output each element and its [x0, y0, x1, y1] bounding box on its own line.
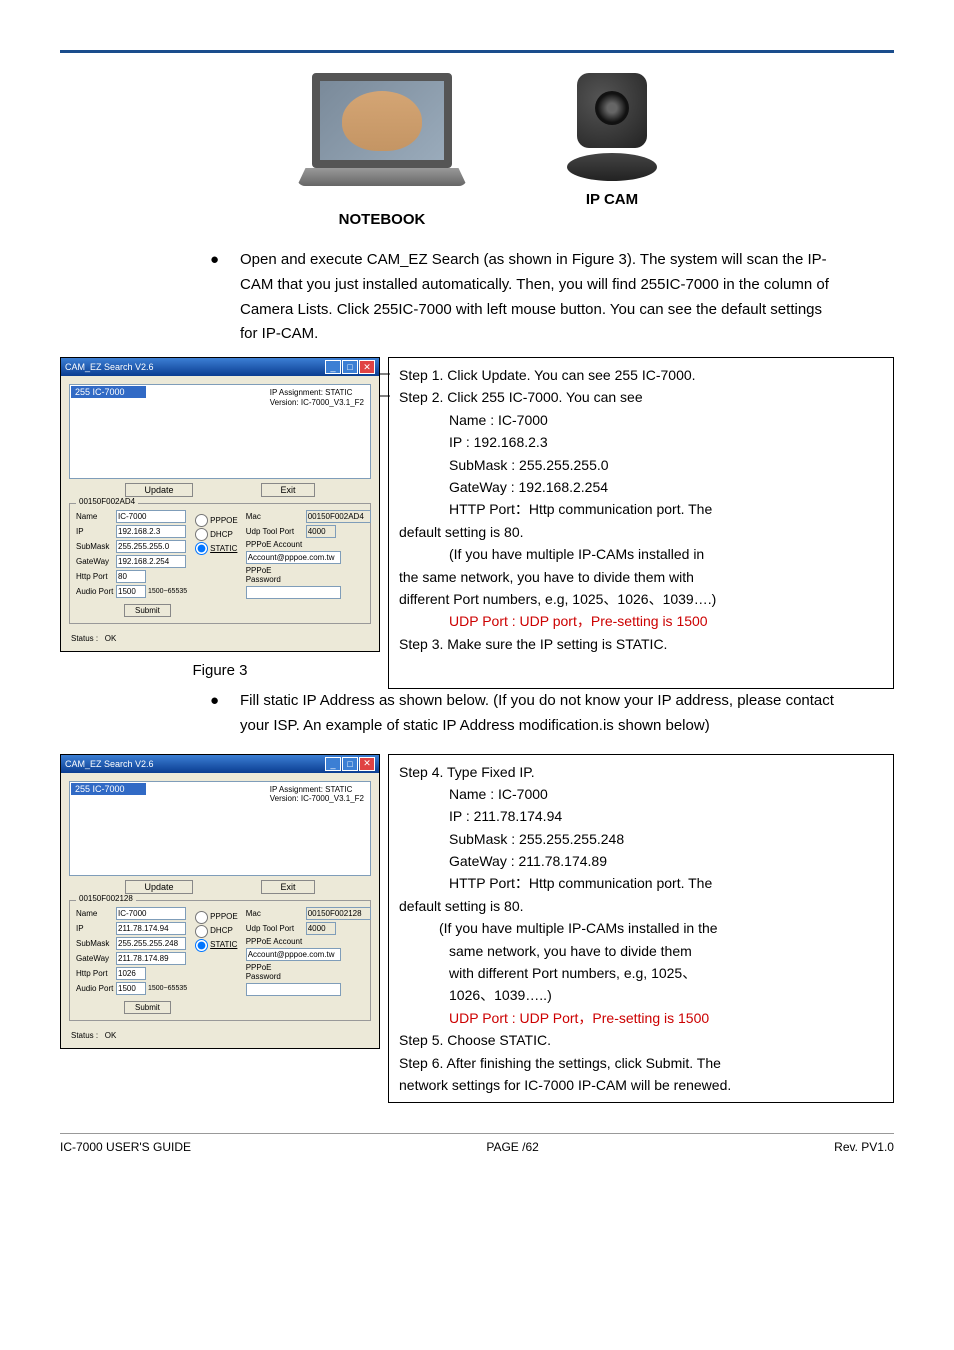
- static-radio[interactable]: [195, 542, 208, 555]
- udp-note-2: UDP Port : UDP Port，Pre-setting is 1500: [449, 1007, 883, 1029]
- dhcp-radio-2[interactable]: [195, 925, 208, 938]
- exit-button[interactable]: Exit: [261, 483, 314, 497]
- mac-label: Mac: [246, 512, 306, 521]
- update-button[interactable]: Update: [125, 483, 192, 497]
- app-title-2: CAM_EZ Search V2.6: [65, 759, 154, 769]
- list-item[interactable]: 255 IC-7000: [71, 386, 146, 398]
- settings-group: 00150F002AD4 Name IP SubMask GateWay Htt…: [69, 503, 371, 624]
- footer-right: Rev. PV1.0: [834, 1140, 894, 1154]
- hero-row: NOTEBOOK IP CAM: [60, 73, 894, 228]
- httpport-field[interactable]: [116, 570, 146, 583]
- ip-info: IP Assignment: STATIC Version: IC-7000_V…: [270, 388, 364, 407]
- step1-text: Step 1. Click Update. You can see 255 IC…: [399, 364, 883, 386]
- laptop-label: NOTEBOOK: [292, 211, 472, 228]
- step2-text: Step 2. Click 255 IC-7000. You can see: [399, 386, 883, 408]
- name-field[interactable]: [116, 510, 186, 523]
- top-divider: [60, 50, 894, 53]
- camera-list[interactable]: 255 IC-7000 IP Assignment: STATIC Versio…: [69, 384, 371, 479]
- static-radio-2[interactable]: [195, 939, 208, 952]
- steps-box-1: Step 1. Click Update. You can see 255 IC…: [388, 357, 894, 689]
- update-button-2[interactable]: Update: [125, 880, 192, 894]
- ip-label: IP: [76, 527, 116, 536]
- submit-button[interactable]: Submit: [124, 604, 171, 617]
- httpport-field-2[interactable]: [116, 967, 146, 980]
- audioport-field[interactable]: [116, 585, 146, 598]
- pppoe-radio-2[interactable]: [195, 911, 208, 924]
- name-field-2[interactable]: [116, 907, 186, 920]
- dhcp-radio[interactable]: [195, 528, 208, 541]
- bullet2: Fill static IP Address as shown below. (…: [240, 689, 834, 739]
- step6-text-b: network settings for IC-7000 IP-CAM will…: [399, 1074, 883, 1096]
- minimize-icon[interactable]: _: [325, 757, 341, 771]
- close-icon[interactable]: ✕: [359, 757, 375, 771]
- app-window-1: CAM_EZ Search V2.6 _ □ ✕ 255 IC-7000 IP …: [60, 357, 380, 652]
- name-label: Name: [76, 512, 116, 521]
- gateway-label: GateWay: [76, 557, 116, 566]
- status-label: Status :: [71, 634, 98, 643]
- submask-field-2[interactable]: [116, 937, 186, 950]
- ipcam-label: IP CAM: [562, 191, 662, 208]
- steps-box-2: Step 4. Type Fixed IP. Name : IC-7000 IP…: [388, 754, 894, 1104]
- step5-text: Step 5. Choose STATIC.: [399, 1029, 883, 1051]
- mac-field: [306, 510, 371, 523]
- app-title: CAM_EZ Search V2.6: [65, 362, 154, 372]
- submask-label: SubMask: [76, 542, 116, 551]
- udp-label: Udp Tool Port: [246, 527, 306, 536]
- laptop-illustration: NOTEBOOK: [292, 73, 472, 228]
- pppoe-pass-field[interactable]: [246, 586, 341, 599]
- minimize-icon[interactable]: _: [325, 360, 341, 374]
- audioport-label: Audio Port: [76, 587, 116, 596]
- maximize-icon[interactable]: □: [342, 360, 358, 374]
- group-title: 00150F002AD4: [76, 497, 138, 506]
- figure3-label: Figure 3: [60, 662, 380, 679]
- submit-button-2[interactable]: Submit: [124, 1001, 171, 1014]
- step3-text: Step 3. Make sure the IP setting is STAT…: [399, 633, 883, 655]
- page-footer: IC-7000 USER'S GUIDE PAGE /62 Rev. PV1.0: [60, 1133, 894, 1154]
- httpport-label: Http Port: [76, 572, 116, 581]
- udp-field: [306, 525, 336, 538]
- audioport-field-2[interactable]: [116, 982, 146, 995]
- status-value: OK: [105, 634, 117, 643]
- step6-text-a: Step 6. After finishing the settings, cl…: [399, 1052, 883, 1074]
- pppoe-pass-label: PPPoE Password: [246, 566, 306, 584]
- udp-note-1: UDP Port : UDP port，Pre-setting is 1500: [449, 610, 883, 632]
- gateway-field[interactable]: [116, 555, 186, 568]
- ip-field[interactable]: [116, 525, 186, 538]
- footer-mid: PAGE /62: [486, 1140, 538, 1154]
- exit-button-2[interactable]: Exit: [261, 880, 314, 894]
- app-window-2: CAM_EZ Search V2.6 _ □ ✕ 255 IC-7000 IP …: [60, 754, 380, 1049]
- submask-field[interactable]: [116, 540, 186, 553]
- camera-list-2[interactable]: 255 IC-7000 IP Assignment: STATIC Versio…: [69, 781, 371, 876]
- titlebar: CAM_EZ Search V2.6 _ □ ✕: [61, 358, 379, 376]
- pppoe-radio[interactable]: [195, 514, 208, 527]
- list-item[interactable]: 255 IC-7000: [71, 783, 146, 795]
- gateway-field-2[interactable]: [116, 952, 186, 965]
- footer-left: IC-7000 USER'S GUIDE: [60, 1140, 191, 1154]
- step4-text: Step 4. Type Fixed IP.: [399, 761, 883, 783]
- pppoe-acct-label: PPPoE Account: [246, 540, 306, 549]
- intro-bullet: Open and execute CAM_EZ Search (as shown…: [240, 248, 834, 347]
- maximize-icon[interactable]: □: [342, 757, 358, 771]
- pppoe-acct-field[interactable]: [246, 551, 341, 564]
- ip-field-2[interactable]: [116, 922, 186, 935]
- close-icon[interactable]: ✕: [359, 360, 375, 374]
- ipcam-illustration: IP CAM: [562, 73, 662, 228]
